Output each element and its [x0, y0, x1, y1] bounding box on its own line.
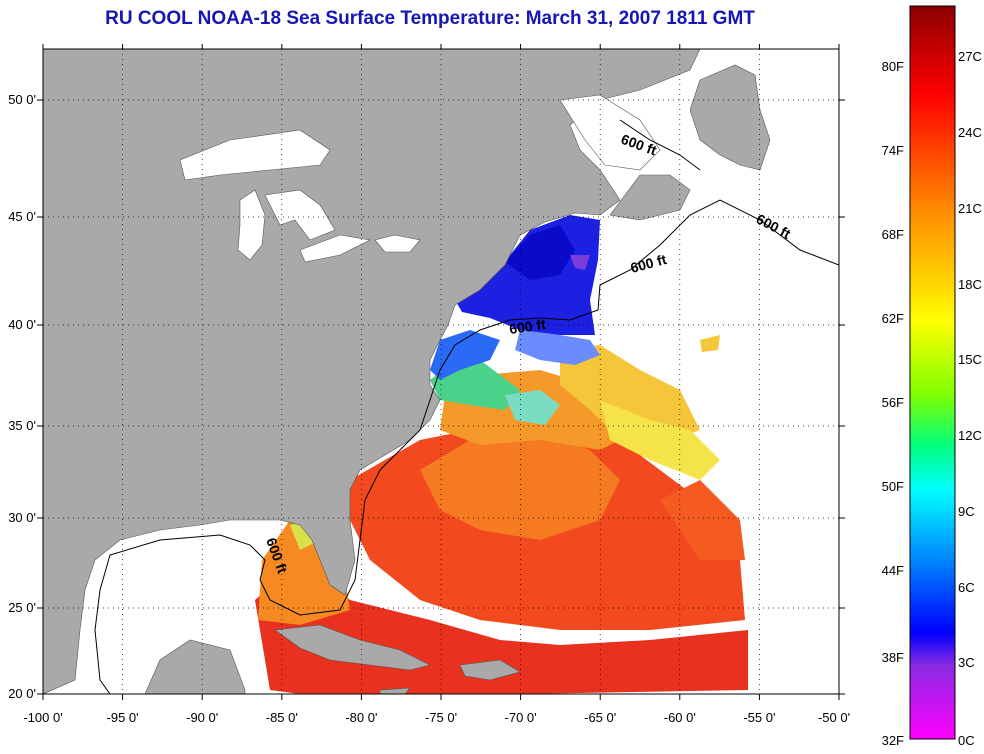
celsius-label: 24C [958, 125, 982, 140]
lon-tick-label: -60 0' [664, 710, 696, 725]
celsius-label: 12C [958, 428, 982, 443]
map-title: RU COOL NOAA-18 Sea Surface Temperature:… [105, 8, 755, 29]
lon-tick-label: -95 0' [107, 710, 139, 725]
lon-tick-label: -80 0' [345, 710, 377, 725]
depth-contour-600ft [94, 119, 839, 694]
great-lakes [179, 129, 421, 263]
fahrenheit-label: 44F [882, 563, 904, 578]
lat-tick-label: 45 0' [8, 209, 36, 224]
celsius-label: 6C [958, 580, 975, 595]
celsius-label: 3C [958, 655, 975, 670]
celsius-label: 15C [958, 352, 982, 367]
sst-map: 600 ft 600 ft 600 ft 600 ft 600 ft [8, 44, 850, 725]
celsius-label: 21C [958, 201, 982, 216]
land [43, 49, 771, 694]
sst-swath [255, 215, 748, 694]
fahrenheit-label: 56F [882, 395, 904, 410]
color-scale-bar [909, 5, 956, 740]
fahrenheit-label: 68F [882, 227, 904, 242]
lon-tick-label: -75 0' [425, 710, 457, 725]
lon-tick-label: -70 0' [505, 710, 537, 725]
celsius-label: 0C [958, 733, 975, 748]
lon-tick-label: -50 0' [818, 710, 850, 725]
lat-tick-label: 40 0' [8, 317, 36, 332]
fahrenheit-label: 80F [882, 59, 904, 74]
lon-tick-label: -100 0' [23, 710, 62, 725]
fahrenheit-label: 50F [882, 479, 904, 494]
celsius-label: 9C [958, 504, 975, 519]
tick-marks [37, 44, 845, 700]
lat-tick-label: 20 0' [8, 686, 36, 701]
fahrenheit-label: 32F [882, 733, 904, 748]
celsius-label: 18C [958, 277, 982, 292]
lon-tick-label: -90 0' [186, 710, 218, 725]
lon-tick-label: -55 0' [743, 710, 775, 725]
lat-tick-label: 25 0' [8, 600, 36, 615]
lon-tick-label: -85 0' [266, 710, 298, 725]
contour-label: 600 ft [508, 316, 547, 337]
fahrenheit-label: 74F [882, 143, 904, 158]
fahrenheit-label: 62F [882, 311, 904, 326]
lat-tick-label: 35 0' [8, 418, 36, 433]
lat-tick-label: 30 0' [8, 510, 36, 525]
gulf-st-lawrence [559, 94, 661, 171]
fahrenheit-label: 38F [882, 650, 904, 665]
lon-tick-label: -65 0' [584, 710, 616, 725]
celsius-label: 27C [958, 49, 982, 64]
lat-tick-label: 50 0' [8, 92, 36, 107]
